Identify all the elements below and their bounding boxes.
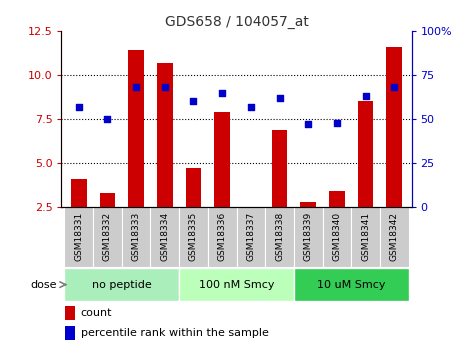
Bar — [185, 168, 201, 207]
Bar — [300, 202, 316, 207]
Bar — [65, 326, 76, 339]
Text: 10 uM Smcy: 10 uM Smcy — [317, 280, 385, 289]
Bar — [65, 306, 76, 320]
Bar — [329, 191, 345, 207]
Bar — [99, 193, 115, 207]
Point — [219, 90, 226, 95]
Point — [305, 121, 312, 127]
Text: GSM18332: GSM18332 — [103, 212, 112, 261]
FancyBboxPatch shape — [64, 268, 179, 301]
FancyBboxPatch shape — [179, 207, 208, 267]
Point — [362, 93, 369, 99]
Text: GSM18331: GSM18331 — [74, 212, 83, 261]
FancyBboxPatch shape — [122, 207, 150, 267]
Text: GSM18337: GSM18337 — [246, 212, 255, 261]
Text: GSM18339: GSM18339 — [304, 212, 313, 261]
Point — [104, 116, 111, 122]
Text: 100 nM Smcy: 100 nM Smcy — [199, 280, 274, 289]
Bar — [272, 130, 288, 207]
FancyBboxPatch shape — [294, 268, 409, 301]
Bar — [358, 101, 374, 207]
FancyBboxPatch shape — [208, 207, 236, 267]
FancyBboxPatch shape — [236, 207, 265, 267]
FancyBboxPatch shape — [150, 207, 179, 267]
Title: GDS658 / 104057_at: GDS658 / 104057_at — [165, 14, 308, 29]
FancyBboxPatch shape — [93, 207, 122, 267]
Text: GSM18336: GSM18336 — [218, 212, 227, 261]
FancyBboxPatch shape — [380, 207, 409, 267]
Text: GSM18334: GSM18334 — [160, 212, 169, 261]
Bar — [71, 179, 87, 207]
Text: GSM18340: GSM18340 — [333, 212, 342, 261]
Text: no peptide: no peptide — [92, 280, 152, 289]
FancyBboxPatch shape — [351, 207, 380, 267]
Text: GSM18333: GSM18333 — [131, 212, 140, 261]
Text: GSM18338: GSM18338 — [275, 212, 284, 261]
Point — [276, 95, 283, 101]
Point — [161, 85, 168, 90]
Point — [75, 104, 82, 109]
FancyBboxPatch shape — [179, 268, 294, 301]
Point — [333, 120, 341, 125]
Text: GSM18342: GSM18342 — [390, 212, 399, 261]
Text: percentile rank within the sample: percentile rank within the sample — [81, 328, 269, 338]
Bar — [128, 50, 144, 207]
Text: GSM18335: GSM18335 — [189, 212, 198, 261]
Bar — [386, 47, 402, 207]
Text: count: count — [81, 308, 112, 318]
Bar — [157, 63, 173, 207]
FancyBboxPatch shape — [64, 207, 93, 267]
Point — [247, 104, 254, 109]
Text: GSM18341: GSM18341 — [361, 212, 370, 261]
Point — [132, 85, 140, 90]
Point — [391, 85, 398, 90]
Bar — [214, 112, 230, 207]
FancyBboxPatch shape — [265, 207, 294, 267]
FancyBboxPatch shape — [294, 207, 323, 267]
FancyBboxPatch shape — [323, 207, 351, 267]
Text: dose: dose — [30, 280, 57, 289]
Point — [190, 99, 197, 104]
